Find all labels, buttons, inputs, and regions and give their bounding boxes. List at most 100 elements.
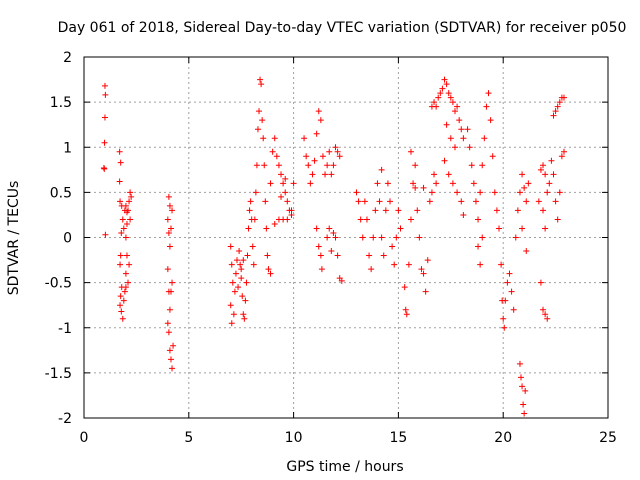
data-point [437,90,444,97]
data-point [554,216,561,223]
data-point [117,252,124,259]
data-point [328,171,335,178]
data-point [169,207,176,214]
data-point [433,180,440,187]
data-point [336,153,343,160]
data-point [101,82,108,89]
data-point [338,277,345,284]
data-point [477,189,484,196]
data-point [317,252,324,259]
data-point [243,279,250,286]
data-point [284,216,291,223]
data-point [431,99,438,106]
data-point [525,180,532,187]
data-point [169,365,176,372]
y-tick-label: 0.5 [50,185,72,201]
data-point [166,306,173,313]
data-point [256,108,263,115]
data-point [259,117,266,124]
data-point [475,243,482,250]
data-point [164,266,171,273]
data-point [361,198,368,205]
data-point [167,356,174,363]
grid [84,57,608,418]
data-point [412,162,419,169]
data-point [454,103,461,110]
data-point [439,85,446,92]
data-point [376,198,383,205]
data-point [431,171,438,178]
data-point [330,162,337,169]
data-point [117,302,124,309]
data-point [253,162,260,169]
data-point [309,171,316,178]
data-point [284,198,291,205]
data-point [264,252,271,259]
data-point [242,297,249,304]
data-point [271,220,278,227]
x-tick-label: 10 [285,430,303,446]
data-point [102,91,109,98]
y-tick-label: 0 [63,231,72,247]
x-tick-label: 25 [599,430,617,446]
data-point [468,162,475,169]
data-point [416,234,423,241]
data-point [449,180,456,187]
data-point [334,148,341,155]
data-point [422,288,429,295]
data-point [315,243,322,250]
data-point [370,234,377,241]
data-point [269,148,276,155]
data-point [127,216,134,223]
y-tick-label: -1 [58,321,72,337]
data-point [165,329,172,336]
data-point [387,198,394,205]
data-point [238,275,245,282]
data-point [546,180,553,187]
data-point [519,225,526,232]
data-point [282,175,289,182]
data-point [122,284,129,291]
data-point [433,103,440,110]
data-point [535,198,542,205]
data-point [410,180,417,187]
data-point [374,180,381,187]
data-point [273,153,280,160]
data-point [500,315,507,322]
data-point [357,216,364,223]
data-point [554,103,561,110]
data-point [275,162,282,169]
data-point [328,248,335,255]
data-point [237,261,244,268]
data-point [485,90,492,97]
data-point [247,198,254,205]
data-point [228,261,235,268]
data-point [125,207,132,214]
data-point [501,324,508,331]
data-point [560,148,567,155]
data-point [550,112,557,119]
data-point [479,234,486,241]
data-point [167,288,174,295]
data-point [460,135,467,142]
data-point [267,270,274,277]
data-point [239,293,246,300]
x-tick-label: 0 [80,430,89,446]
data-point [122,202,129,209]
data-point [472,198,479,205]
data-point [119,315,126,322]
data-point [514,207,521,214]
data-point [498,261,505,268]
data-point [384,180,391,187]
data-point [556,99,563,106]
data-point [251,216,258,223]
y-tick-label: -0.5 [45,276,72,292]
data-point [330,229,337,236]
data-point [126,198,133,205]
data-point [395,207,402,214]
data-point [240,257,247,264]
data-point [120,225,127,232]
data-point [542,171,549,178]
data-point [244,252,251,259]
data-point [265,266,272,273]
